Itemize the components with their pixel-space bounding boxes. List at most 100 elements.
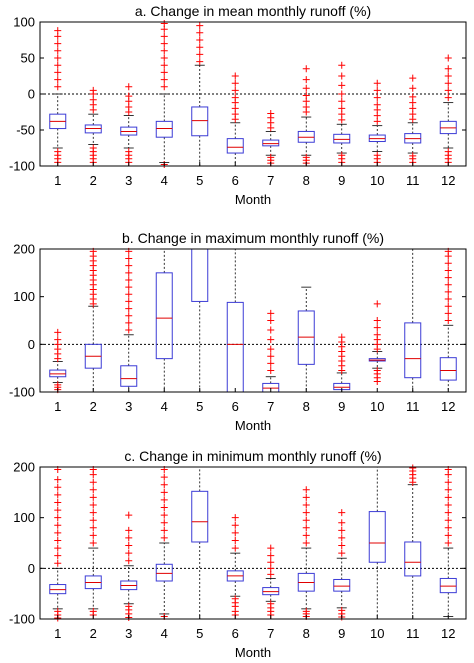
outlier-c-11-4 xyxy=(409,464,417,472)
x-tick-label-c-12: 12 xyxy=(441,626,455,641)
x-axis-label-a: Month xyxy=(235,192,271,207)
y-tick-label-b-3: 200 xyxy=(13,242,35,257)
outlier-b-12-3 xyxy=(444,295,452,303)
outlier-b-3-4 xyxy=(125,297,133,305)
y-tick-label-c-2: 100 xyxy=(13,510,35,525)
outlier-b-12-8 xyxy=(444,259,452,267)
outlier-a-1-9 xyxy=(54,47,62,55)
outlier-b-10-9 xyxy=(373,317,381,324)
outlier-a-9-10 xyxy=(338,61,346,69)
outlier-b-7-5 xyxy=(267,326,275,334)
outlier-c-1-3 xyxy=(54,559,62,567)
outlier-c-2-5 xyxy=(89,516,97,524)
outlier-c-3-5 xyxy=(125,549,133,557)
outlier-c-12-1 xyxy=(444,531,452,539)
outlier-b-3-3 xyxy=(125,305,133,313)
y-tick-label-a-1: -50 xyxy=(16,123,35,138)
outlier-c-6-8 xyxy=(231,521,239,529)
outlier-b-7-0 xyxy=(267,367,275,375)
outlier-a-4-8 xyxy=(160,32,168,40)
outlier-a-12-9 xyxy=(444,54,452,62)
box-a-7 xyxy=(262,139,280,147)
outlier-c-12-3 xyxy=(444,516,452,524)
outlier-a-4-5 xyxy=(160,54,168,62)
outlier-c-2-7 xyxy=(89,501,97,509)
outlier-c-6-7 xyxy=(231,529,239,537)
outlier-a-4-3 xyxy=(160,68,168,76)
outlier-a-4-6 xyxy=(160,47,168,55)
y-tick-label-a-3: 50 xyxy=(21,51,35,66)
x-tick-label-b-3: 3 xyxy=(125,399,132,414)
x-tick-label-b-12: 12 xyxy=(441,399,455,414)
x-tick-label-b-2: 2 xyxy=(90,399,97,414)
outlier-a-1-7 xyxy=(54,61,62,69)
x-tick-label-c-1: 1 xyxy=(54,626,61,641)
box-a-4 xyxy=(155,120,173,138)
outlier-c-9-5 xyxy=(338,534,346,542)
x-tick-label-b-5: 5 xyxy=(196,399,203,414)
x-axis-label-c: Month xyxy=(235,645,271,660)
outlier-c-3-8 xyxy=(125,526,133,534)
x-tick-label-a-4: 4 xyxy=(161,173,168,188)
outlier-a-6-7 xyxy=(231,72,239,80)
box-c-10 xyxy=(368,511,386,563)
outlier-b-3-10 xyxy=(125,255,133,263)
x-tick-label-a-11: 11 xyxy=(406,173,420,188)
outlier-c-12-5 xyxy=(444,501,452,509)
y-tick-label-c-0: -100 xyxy=(9,612,35,627)
x-tick-label-a-2: 2 xyxy=(90,173,97,188)
outlier-c-4-7 xyxy=(160,488,168,496)
outlier-a-6-5 xyxy=(231,86,239,94)
outlier-c-8-6 xyxy=(302,516,310,524)
outlier-a-9-7 xyxy=(338,90,346,98)
x-tick-label-b-10: 10 xyxy=(370,399,384,414)
outlier-c-9-8 xyxy=(338,509,346,517)
outlier-c-8-8 xyxy=(302,501,310,509)
outlier-b-3-1 xyxy=(125,319,133,327)
box-a-5 xyxy=(191,106,209,137)
outlier-c-12-0 xyxy=(444,539,452,547)
x-tick-label-c-4: 4 xyxy=(161,626,168,641)
box-c-5 xyxy=(191,490,209,543)
x-tick-label-a-9: 9 xyxy=(338,173,345,188)
outlier-a-10-7 xyxy=(373,94,381,102)
outlier-a-4-7 xyxy=(160,40,168,48)
x-tick-label-b-6: 6 xyxy=(232,399,239,414)
outlier-a-5-0 xyxy=(196,58,204,66)
x-tick-label-a-1: 1 xyxy=(54,173,61,188)
outlier-c-9-6 xyxy=(338,526,346,534)
outlier-a-4-2 xyxy=(160,76,168,84)
outlier-a-1-10 xyxy=(54,40,62,48)
x-tick-label-c-2: 2 xyxy=(90,626,97,641)
outlier-c-7-4 xyxy=(267,570,275,578)
x-tick-label-a-3: 3 xyxy=(125,173,132,188)
outlier-c-3-7 xyxy=(125,534,133,542)
outlier-c-2-4 xyxy=(89,524,97,532)
outlier-a-1-12 xyxy=(54,27,62,35)
outlier-c-12-6 xyxy=(444,493,452,501)
outlier-a-5-5 xyxy=(196,22,204,30)
x-tick-label-b-11: 11 xyxy=(406,399,420,414)
y-tick-label-b-2: 100 xyxy=(13,289,35,304)
outlier-c-6-6 xyxy=(231,536,239,544)
outlier-c-1-13 xyxy=(54,483,62,491)
outlier-c-4-3 xyxy=(160,519,168,527)
outlier-c-7-8 xyxy=(267,544,275,552)
outlier-a-3-8 xyxy=(125,83,133,91)
outlier-c-4-4 xyxy=(160,511,168,519)
x-tick-label-b-7: 7 xyxy=(267,399,274,414)
outlier-c-1-10 xyxy=(54,506,62,514)
y-tick-label-a-0: -100 xyxy=(9,159,35,174)
outlier-c-1-8 xyxy=(54,521,62,529)
outlier-c-9-4 xyxy=(338,542,346,550)
y-tick-label-c-1: 0 xyxy=(28,561,35,576)
box-c-11 xyxy=(404,541,422,577)
chart-title-c: c. Change in minimum monthly runoff (%) xyxy=(124,448,381,464)
outlier-b-10-7 xyxy=(373,331,381,339)
outlier-b-12-2 xyxy=(444,302,452,310)
outlier-a-12-8 xyxy=(444,65,452,73)
box-b-3 xyxy=(120,365,138,387)
outlier-c-4-1 xyxy=(160,534,168,542)
outlier-c-9-7 xyxy=(338,519,346,527)
